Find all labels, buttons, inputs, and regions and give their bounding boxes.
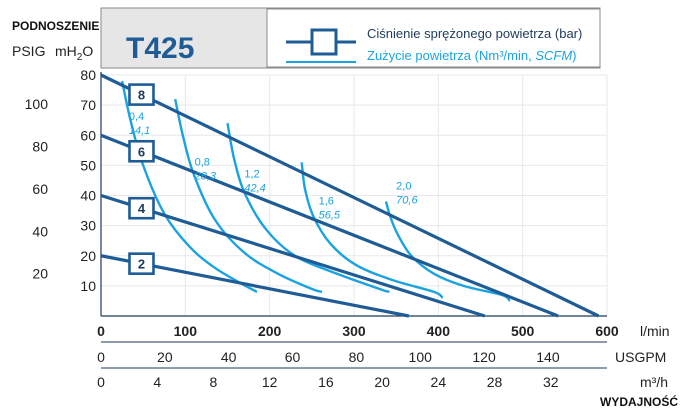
pressure-badge-label: 4 (138, 201, 146, 216)
y-axis-ticks: 10 20 30 40 50 60 70 80 20 40 60 80 100 (25, 67, 97, 294)
air-label-value: 0,8 (195, 156, 210, 168)
x-unit-label: USGPM (615, 349, 666, 365)
y-tick-mh2o: 40 (80, 188, 96, 204)
air-label-value: 2,0 (396, 180, 411, 192)
air-label-scfm: 14,1 (129, 125, 150, 137)
pressure-badge (128, 196, 155, 220)
x-tick-mh: 8 (210, 374, 218, 390)
pressure-badges: 8 6 4 2 (128, 83, 155, 275)
x-unit-label: m³/h (640, 374, 668, 390)
y-tick-psig: 60 (32, 181, 48, 197)
air-label-value: 1,2 (244, 168, 259, 180)
x-tick-usgpm: 40 (221, 349, 237, 365)
x-tick-mh: 0 (97, 374, 105, 390)
x-unit-label: l/min (640, 323, 670, 339)
y-tick-mh2o: 80 (80, 67, 96, 83)
air-curve (300, 162, 444, 299)
pressure-badge-label: 2 (138, 257, 145, 272)
psig-label: PSIG (12, 43, 45, 59)
y-tick-psig: 100 (25, 96, 49, 112)
x-tick-lmin: 100 (174, 323, 198, 339)
x-tick-mh: 24 (431, 374, 447, 390)
y-tick-mh2o: 10 (80, 278, 96, 294)
y-tick-mh2o: 70 (80, 97, 96, 113)
air-curve (174, 98, 323, 294)
pressure-badge-label: 6 (138, 144, 145, 159)
x-tick-usgpm: 80 (349, 349, 365, 365)
y-tick-psig: 20 (32, 266, 48, 282)
lift-label: PODNOSZENIE (12, 19, 99, 33)
mh2o-label: mH2O (55, 43, 93, 63)
x-tick-usgpm: 60 (285, 349, 301, 365)
y-tick-mh2o: 30 (80, 218, 96, 234)
pressure-line-8 (100, 73, 600, 318)
legend-pressure-marker (310, 28, 338, 56)
x-tick-mh: 4 (153, 374, 161, 390)
air-label-scfm: 42,4 (244, 182, 265, 194)
air-label-scfm: 28,3 (194, 170, 217, 182)
pressure-badge (128, 252, 155, 275)
x-tick-lmin: 0 (97, 323, 105, 339)
pressure-badge (128, 139, 155, 163)
pressure-line-4 (100, 193, 486, 318)
x-tick-lmin: 200 (258, 323, 282, 339)
pressure-badge-label: 8 (138, 88, 145, 103)
x-tick-lmin: 400 (427, 323, 451, 339)
x-tick-mh: 12 (262, 374, 278, 390)
y-tick-psig: 40 (32, 223, 48, 239)
air-label-value: 1,6 (319, 196, 334, 208)
y-tick-mh2o: 60 (80, 127, 96, 143)
air-curve (226, 122, 390, 294)
air-label-value: 0,4 (129, 111, 144, 123)
capacity-label: WYDAJNOŚĆ (600, 394, 678, 409)
x-tick-mh: 32 (543, 374, 559, 390)
x-tick-usgpm: 20 (157, 349, 173, 365)
legend-pressure-label: Ciśnienie sprężonego powietrza (bar) (367, 26, 582, 41)
x-tick-usgpm: 0 (97, 349, 105, 365)
y-tick-mh2o: 50 (80, 157, 96, 173)
x-tick-lmin: 500 (511, 323, 535, 339)
air-label-scfm: 70,6 (396, 194, 418, 206)
y-tick-mh2o: 20 (80, 248, 96, 264)
x-tick-mh: 16 (318, 374, 334, 390)
grid (100, 72, 608, 316)
x-tick-usgpm: 100 (409, 349, 433, 365)
legend-air-label: Zużycie powietrza (Nm³/min, SCFM) (367, 48, 577, 63)
y-tick-psig: 80 (32, 139, 48, 155)
x-tick-usgpm: 120 (472, 349, 496, 365)
x-tick-usgpm: 140 (536, 349, 560, 365)
x-tick-lmin: 600 (595, 323, 619, 339)
model-title: T425 (126, 32, 194, 65)
pressure-badge (128, 83, 155, 106)
pressure-line-6 (100, 133, 559, 318)
x-tick-lmin: 300 (342, 323, 366, 339)
x-tick-mh: 20 (374, 374, 390, 390)
air-label-scfm: 56,5 (319, 210, 341, 222)
x-tick-mh: 28 (487, 374, 503, 390)
air-consumption-labels: 0,4 14,1 0,8 28,3 1,2 42,4 1,6 56,5 2,0 70,6 (129, 111, 419, 221)
